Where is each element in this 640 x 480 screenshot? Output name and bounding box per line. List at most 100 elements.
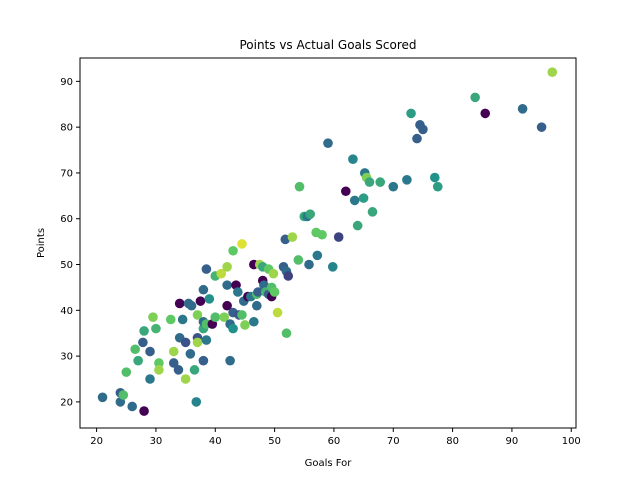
scatter-point (222, 280, 232, 290)
scatter-point (293, 255, 304, 265)
scatter-point (402, 175, 412, 185)
scatter-point (151, 323, 161, 334)
scatter-point (233, 287, 243, 297)
scatter-point (327, 262, 338, 272)
scatter-point (192, 310, 203, 320)
y-tick-label: 60 (60, 214, 73, 225)
scatter-point (198, 284, 209, 295)
scatter-point (174, 298, 185, 309)
scatter-point (139, 326, 149, 336)
scatter-point (367, 207, 378, 217)
scatter-point (180, 374, 191, 384)
scatter-point (192, 337, 203, 348)
scatter-point (406, 108, 416, 119)
scatter-point (375, 177, 386, 187)
y-tick-label: 40 (60, 306, 73, 317)
scatter-point (294, 181, 305, 192)
scatter-point (323, 138, 333, 148)
scatter-point (340, 186, 351, 197)
y-tick-label: 80 (60, 123, 73, 134)
scatter-point (154, 365, 164, 375)
scatter-point (228, 245, 238, 256)
scatter-point (216, 268, 227, 279)
x-tick-label: 50 (268, 436, 281, 447)
scatter-point (412, 133, 422, 144)
x-tick-label: 40 (209, 436, 222, 447)
scatter-point (317, 229, 327, 240)
scatter-point (470, 92, 480, 103)
scatter-point (222, 300, 232, 311)
scatter-point (480, 108, 491, 119)
x-tick-label: 100 (562, 436, 581, 447)
scatter-point (547, 67, 558, 77)
scatter-point (237, 310, 247, 320)
scatter-point (249, 316, 259, 327)
scatter-point (219, 312, 229, 322)
plot-points (97, 67, 558, 416)
x-axis-label: Goals For (305, 458, 353, 469)
x-tick-label: 80 (446, 436, 459, 447)
scatter-point (418, 124, 428, 135)
scatter-point (429, 172, 440, 183)
scatter-point (97, 392, 108, 403)
scatter-point (130, 344, 140, 355)
y-tick-label: 50 (60, 260, 73, 271)
scatter-point (348, 154, 358, 165)
chart-title: Points vs Actual Goals Scored (239, 38, 416, 52)
scatter-point (333, 232, 344, 242)
scatter-point (139, 406, 149, 416)
y-tick-label: 90 (60, 77, 73, 88)
scatter-point (349, 195, 360, 206)
scatter-point (165, 314, 176, 325)
scatter-point (268, 268, 279, 279)
scatter-point (189, 365, 200, 375)
scatter-point (145, 374, 155, 384)
scatter-point (228, 323, 238, 334)
scatter-point (364, 177, 375, 187)
scatter-point (304, 259, 314, 270)
scatter-point (281, 328, 292, 339)
scatter-point (168, 346, 179, 357)
scatter-point (185, 349, 196, 359)
scatter-point (352, 220, 363, 231)
scatter-point (253, 287, 263, 297)
scatter-point (198, 355, 209, 366)
scatter-point (127, 401, 138, 412)
scatter-point (201, 264, 212, 274)
scatter-point (287, 232, 298, 242)
scatter-point (222, 262, 232, 272)
scatter-point (312, 250, 323, 261)
scatter-point (432, 181, 443, 192)
y-tick-label: 30 (60, 352, 73, 363)
scatter-point (305, 209, 316, 219)
scatter-point (283, 271, 294, 281)
scatter-point (517, 104, 528, 114)
x-tick-label: 20 (90, 436, 103, 447)
x-tick-label: 60 (328, 436, 341, 447)
x-tick-label: 30 (150, 436, 163, 447)
scatter-point (358, 193, 369, 203)
scatter-point (118, 390, 129, 400)
scatter-point (148, 312, 158, 322)
scatter-point (168, 358, 179, 368)
scatter-point (173, 365, 184, 375)
scatter-point (225, 355, 235, 366)
y-axis-label: Points (36, 228, 47, 258)
scatter-point (191, 397, 202, 407)
scatter-point (269, 287, 280, 297)
scatter-point (252, 300, 262, 311)
scatter-point (138, 337, 148, 348)
scatter-point (272, 307, 283, 318)
scatter-point (536, 122, 547, 132)
scatter-point (121, 367, 132, 377)
scatter-point (186, 300, 197, 311)
y-ticks: 20 30 40 50 60 70 80 90 (60, 77, 80, 408)
scatter-point (210, 312, 221, 322)
scatter-point (201, 335, 212, 345)
scatter-point (204, 294, 215, 304)
scatter-point (180, 337, 191, 348)
scatter-point (195, 296, 206, 306)
x-ticks: 20 30 40 50 60 70 80 90 100 (90, 428, 581, 447)
